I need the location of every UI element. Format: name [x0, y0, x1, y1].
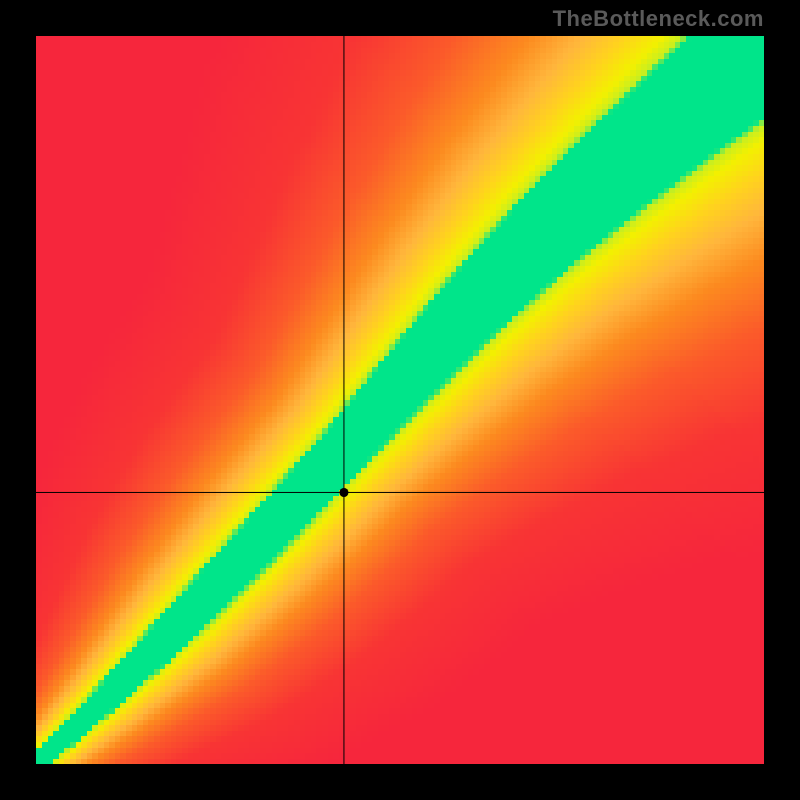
heatmap-canvas	[36, 36, 764, 764]
watermark-text: TheBottleneck.com	[553, 6, 764, 32]
chart-container: TheBottleneck.com	[0, 0, 800, 800]
